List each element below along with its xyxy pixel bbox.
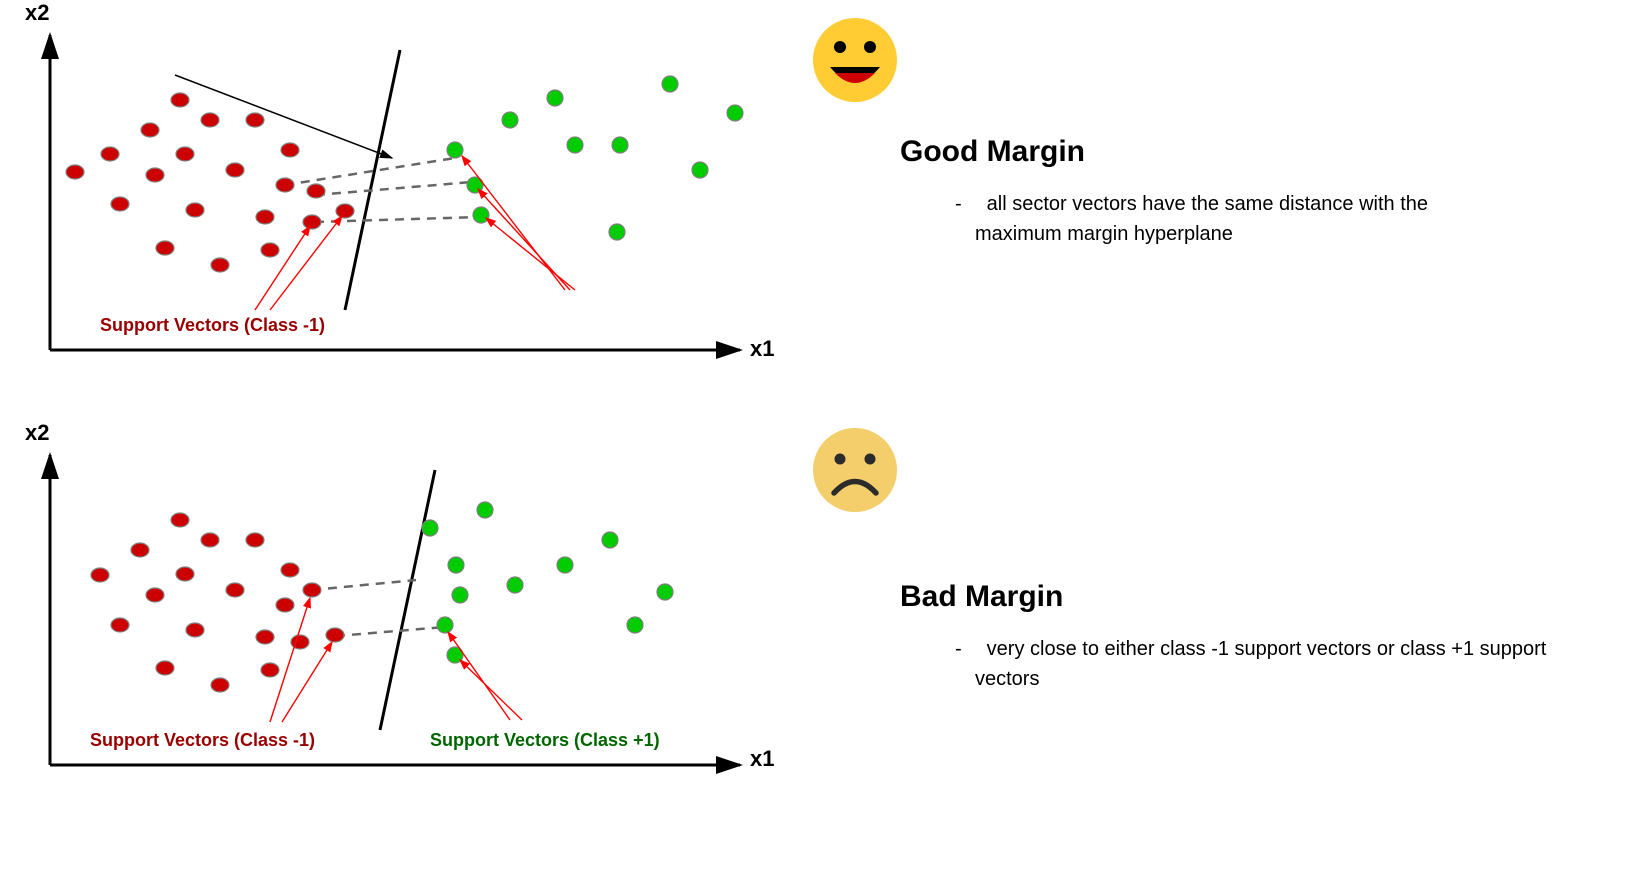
green-point	[692, 162, 708, 178]
good-margin-chart: x2 x1 Support Vectors (Class -1)	[10, 0, 790, 400]
red-point	[276, 178, 294, 192]
red-point	[171, 93, 189, 107]
red-point	[246, 533, 264, 547]
margin-dash	[285, 158, 455, 185]
red-point	[281, 143, 299, 157]
red-point	[303, 215, 321, 229]
green-point	[422, 520, 438, 536]
red-point	[261, 243, 279, 257]
red-point	[246, 113, 264, 127]
red-point	[276, 598, 294, 612]
red-point	[176, 147, 194, 161]
red-point	[211, 678, 229, 692]
bad-margin-chart: x2 x1 Support Vectors (Class -1) Support…	[10, 420, 790, 820]
margin-dash	[316, 182, 472, 195]
red-point	[307, 184, 325, 198]
happy-face-icon	[810, 15, 900, 110]
sv-arrow	[270, 598, 310, 722]
green-point	[557, 557, 573, 573]
red-point	[186, 203, 204, 217]
red-point	[176, 567, 194, 581]
red-point	[326, 628, 344, 642]
sad-face-icon	[810, 425, 900, 520]
red-point	[66, 165, 84, 179]
red-point	[261, 663, 279, 677]
red-point	[141, 123, 159, 137]
green-point	[609, 224, 625, 240]
green-point	[657, 584, 673, 600]
red-point	[256, 210, 274, 224]
sv-arrow	[282, 642, 332, 722]
green-point	[627, 617, 643, 633]
green-point	[612, 137, 628, 153]
red-point	[156, 661, 174, 675]
sv-arrow	[270, 216, 342, 310]
good-margin-bullet: all sector vectors have the same distanc…	[940, 189, 1500, 249]
green-point	[727, 105, 743, 121]
red-point	[226, 583, 244, 597]
green-point	[567, 137, 583, 153]
margin-dash	[336, 627, 445, 636]
green-point	[473, 207, 489, 223]
red-point	[91, 568, 109, 582]
sv-arrow	[448, 632, 510, 720]
green-point	[437, 617, 453, 633]
green-point	[448, 557, 464, 573]
bad-margin-heading: Bad Margin	[900, 580, 1620, 614]
hyperplane	[380, 470, 435, 730]
red-point	[146, 588, 164, 602]
red-point	[111, 618, 129, 632]
red-point	[131, 543, 149, 557]
bad-margin-bullet: very close to either class -1 support ve…	[940, 634, 1580, 694]
red-point	[256, 630, 274, 644]
red-point	[281, 563, 299, 577]
sv-arrow	[486, 218, 575, 290]
green-point	[477, 502, 493, 518]
red-point	[303, 583, 321, 597]
margin-dash	[312, 580, 416, 590]
green-point	[452, 587, 468, 603]
hyperplane	[345, 50, 400, 310]
green-point	[662, 76, 678, 92]
red-point	[171, 513, 189, 527]
red-point	[156, 241, 174, 255]
bad-margin-text: Bad Margin very close to either class -1…	[900, 580, 1620, 694]
sv-arrow	[460, 660, 522, 720]
good-margin-heading: Good Margin	[900, 135, 1600, 169]
red-point	[101, 147, 119, 161]
green-point	[502, 112, 518, 128]
red-point	[146, 168, 164, 182]
green-point	[602, 532, 618, 548]
red-point	[201, 113, 219, 127]
red-point	[226, 163, 244, 177]
green-point	[547, 90, 563, 106]
green-point	[447, 142, 463, 158]
red-point	[336, 204, 354, 218]
red-point	[111, 197, 129, 211]
red-point	[201, 533, 219, 547]
red-point	[186, 623, 204, 637]
red-point	[211, 258, 229, 272]
green-point	[507, 577, 523, 593]
good-margin-text: Good Margin all sector vectors have the …	[900, 135, 1600, 249]
